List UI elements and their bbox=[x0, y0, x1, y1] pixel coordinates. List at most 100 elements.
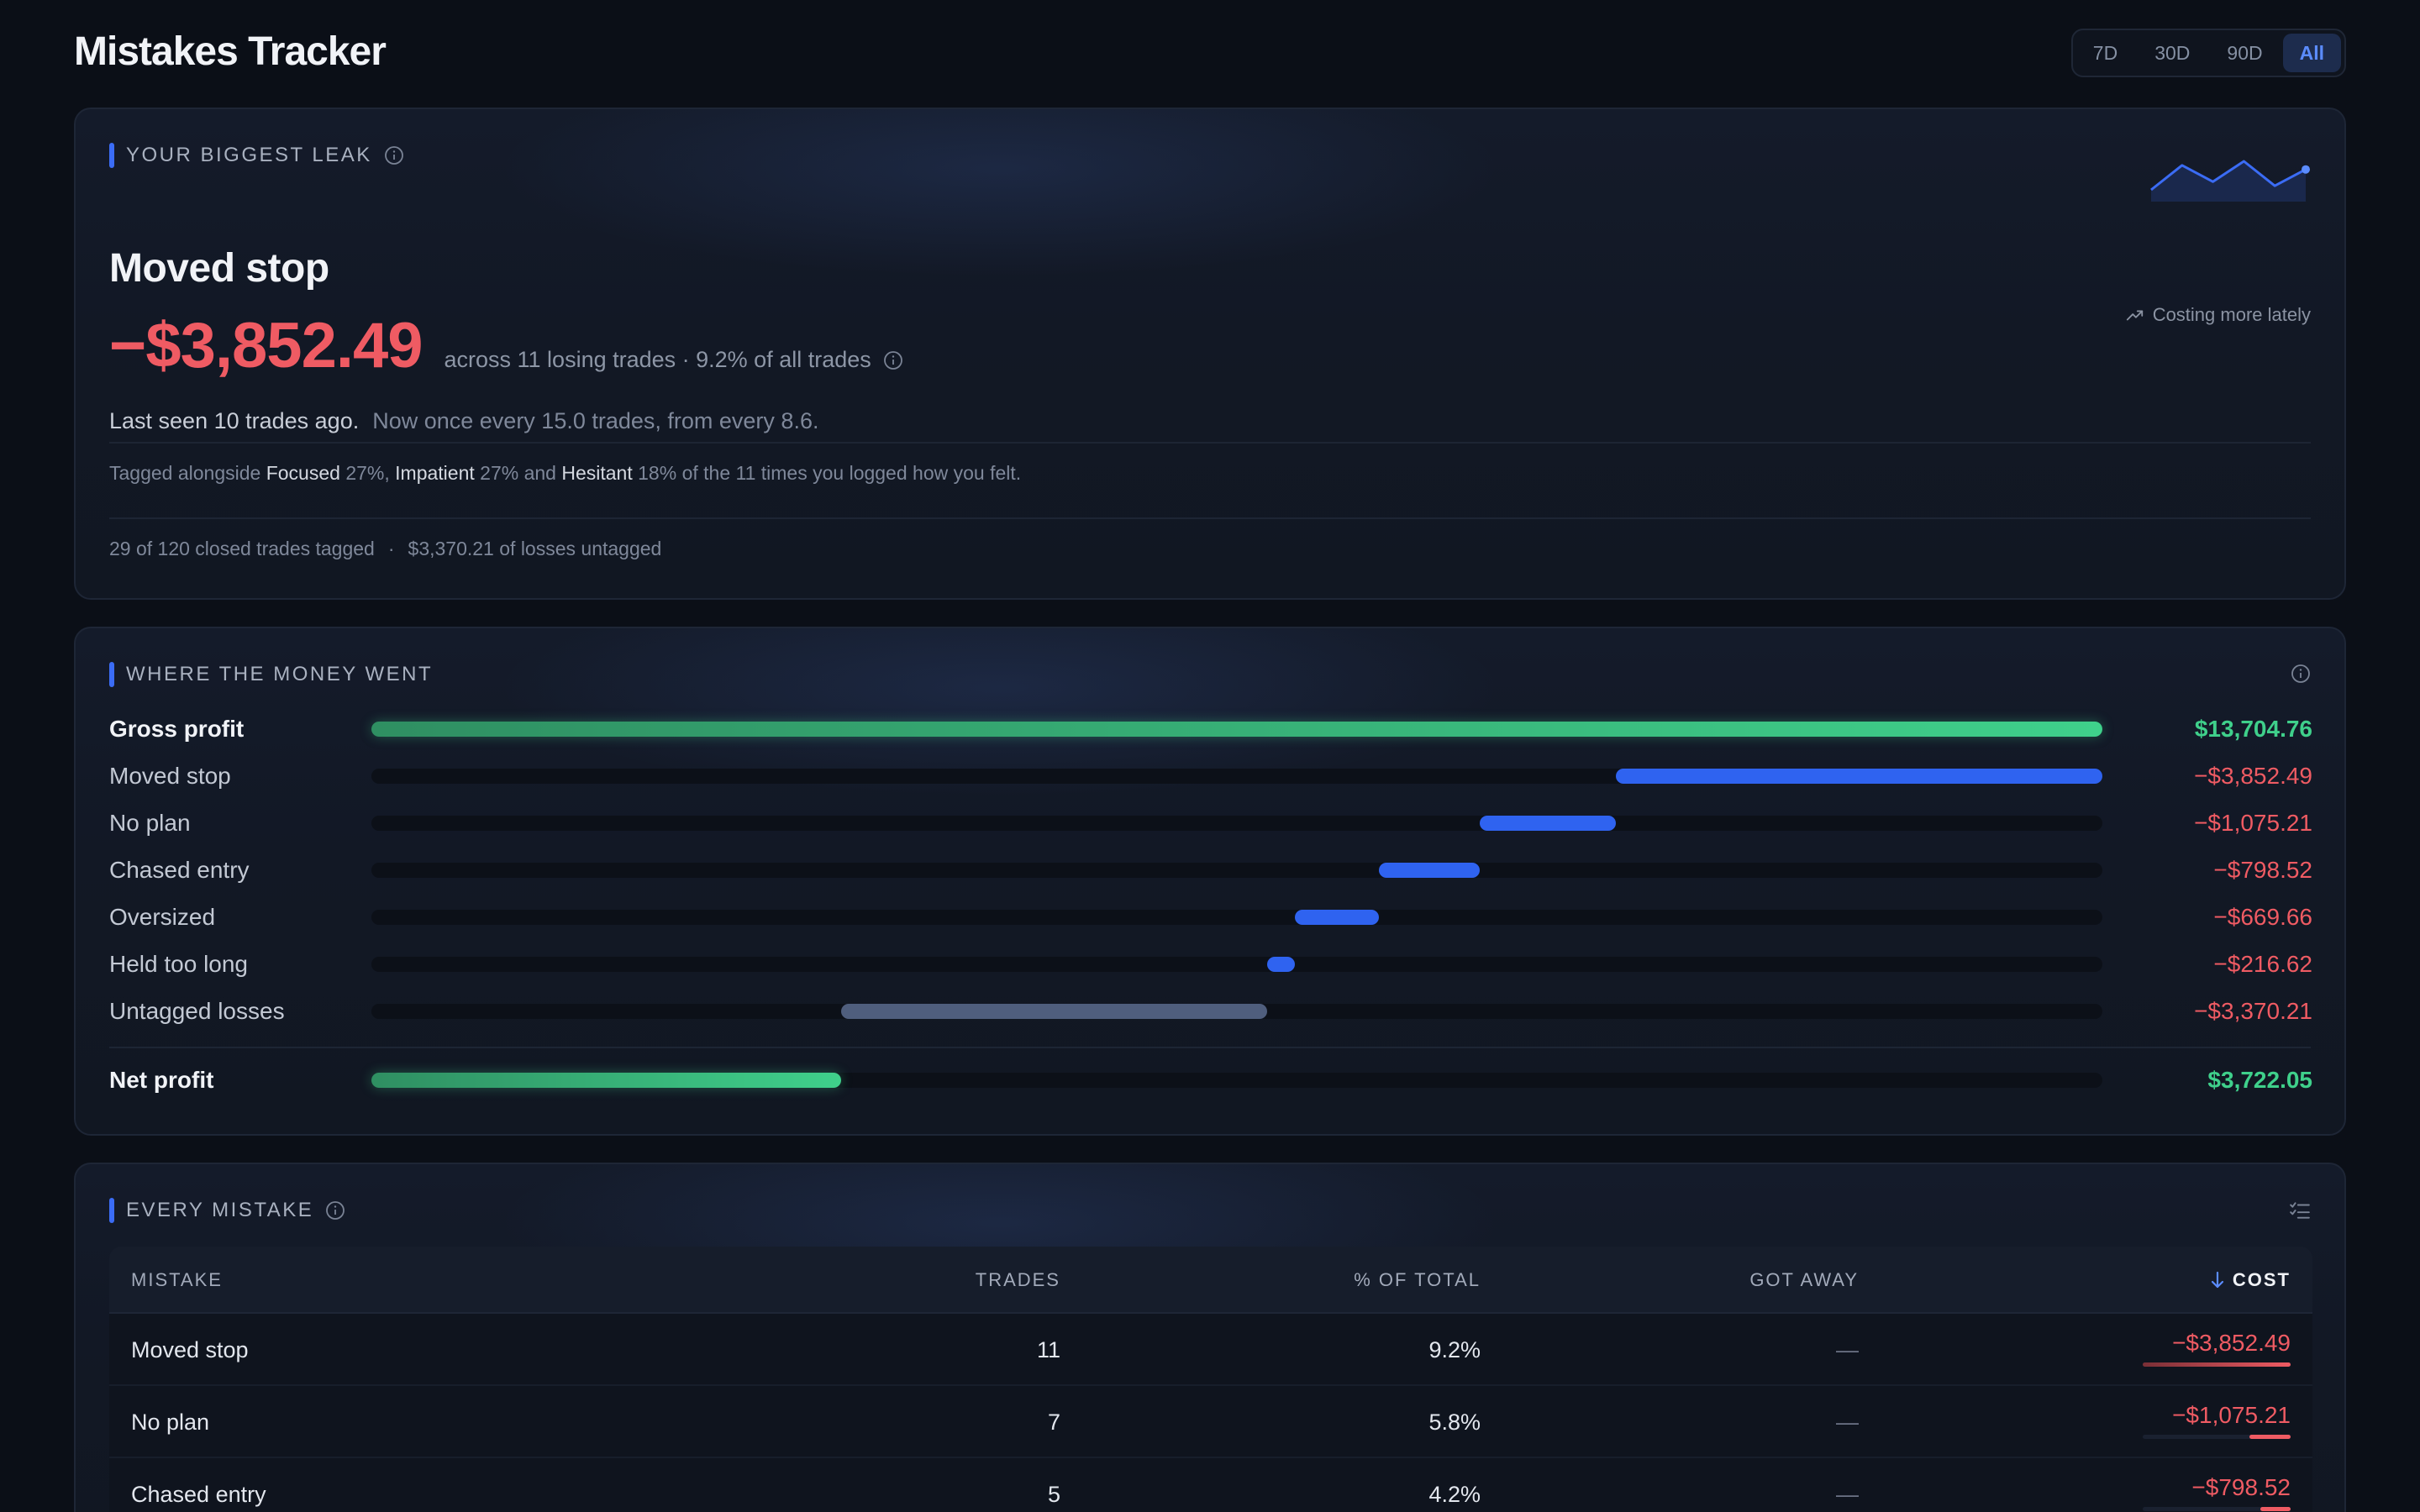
column-mistake[interactable]: MISTAKE bbox=[131, 1269, 223, 1290]
net-profit-row: Net profit $3,722.05 bbox=[109, 1063, 2312, 1097]
header: Mistakes Tracker 7D 30D 90D All bbox=[74, 25, 2346, 81]
table-row[interactable]: Moved stop 11 9.2% — −$3,852.49 bbox=[109, 1314, 2312, 1386]
info-icon[interactable] bbox=[883, 350, 903, 370]
accent-bar bbox=[109, 662, 114, 687]
divider bbox=[109, 1047, 2311, 1048]
divider bbox=[109, 442, 2311, 444]
emotions-and: and bbox=[523, 462, 556, 484]
checklist-icon[interactable] bbox=[2289, 1200, 2311, 1221]
cost-cell: −$3,852.49 bbox=[2143, 1329, 2291, 1367]
table-body: Moved stop 11 9.2% — −$3,852.49 No plan 7 5.8% —… bbox=[109, 1314, 2312, 1512]
emotion-name: Focused bbox=[266, 462, 340, 484]
trending-up-icon bbox=[2126, 310, 2143, 321]
waterfall-row: Gross profit $13,704.76 bbox=[109, 712, 2312, 746]
net-profit-value: $3,722.05 bbox=[2207, 1067, 2312, 1093]
arrow-down-icon bbox=[2211, 1271, 2223, 1289]
every-mistake-card: EVERY MISTAKE MISTAKE TRADES % OF TOTAL … bbox=[74, 1163, 2346, 1512]
cost-bar-fill bbox=[2249, 1435, 2291, 1439]
accent-bar bbox=[109, 143, 114, 168]
mistake-name-cell: No plan bbox=[131, 1410, 210, 1435]
cost-value: −$3,852.49 bbox=[2172, 1330, 2291, 1356]
waterfall-row: No plan −$1,075.21 bbox=[109, 806, 2312, 840]
waterfall-heading: WHERE THE MONEY WENT bbox=[126, 663, 434, 685]
waterfall-row-value: −$3,852.49 bbox=[2194, 763, 2312, 789]
waterfall-row: Chased entry −$798.52 bbox=[109, 853, 2312, 887]
mistakes-table: MISTAKE TRADES % OF TOTAL GOT AWAY COST … bbox=[109, 1247, 2312, 1512]
net-profit-label: Net profit bbox=[109, 1067, 214, 1093]
table-row[interactable]: Chased entry 5 4.2% — −$798.52 bbox=[109, 1458, 2312, 1512]
waterfall-row-label: Gross profit bbox=[109, 716, 245, 742]
cost-bar-fill bbox=[2143, 1362, 2291, 1367]
range-all-button[interactable]: All bbox=[2282, 34, 2341, 72]
waterfall-row: Held too long −$216.62 bbox=[109, 948, 2312, 981]
emotions-prefix: Tagged alongside bbox=[109, 462, 261, 484]
column-pct-of-total[interactable]: % OF TOTAL bbox=[1354, 1269, 1481, 1290]
range-toggle: 7D 30D 90D All bbox=[2070, 29, 2346, 77]
last-seen-text: Last seen 10 trades ago. bbox=[109, 408, 360, 433]
waterfall-card: WHERE THE MONEY WENT Gross profit $13,704… bbox=[74, 627, 2346, 1136]
waterfall-row: Oversized −$669.66 bbox=[109, 900, 2312, 934]
waterfall-bar bbox=[1379, 863, 1481, 878]
trades-cell: 7 bbox=[1047, 1410, 1060, 1435]
got-away-cell: — bbox=[1836, 1482, 1859, 1507]
coverage-tagged: 29 of 120 closed trades tagged bbox=[109, 538, 375, 559]
page: Mistakes Tracker 7D 30D 90D All YOUR BIG… bbox=[74, 0, 2346, 1512]
range-90d-button[interactable]: 90D bbox=[2227, 41, 2263, 64]
waterfall-bar bbox=[1615, 769, 2102, 784]
waterfall-row-value: −$1,075.21 bbox=[2194, 810, 2312, 836]
waterfall-track bbox=[371, 957, 2102, 972]
waterfall-bar bbox=[1294, 910, 1380, 925]
cost-value: −$798.52 bbox=[2191, 1474, 2291, 1500]
info-icon[interactable] bbox=[2291, 664, 2311, 684]
trend-note-text: Costing more lately bbox=[2152, 304, 2311, 325]
last-seen-line: Last seen 10 trades ago. Now once every … bbox=[109, 408, 818, 434]
every-mistake-heading: EVERY MISTAKE bbox=[126, 1199, 314, 1221]
waterfall-track bbox=[371, 769, 2102, 784]
info-icon[interactable] bbox=[325, 1200, 345, 1221]
column-trades[interactable]: TRADES bbox=[975, 1269, 1060, 1290]
biggest-leak-section-label: YOUR BIGGEST LEAK bbox=[109, 143, 404, 168]
sparkline-point bbox=[2302, 165, 2310, 174]
emotion-pct: 18% bbox=[638, 462, 677, 484]
waterfall-row-label: Moved stop bbox=[109, 763, 231, 789]
column-cost-label: COST bbox=[2232, 1269, 2291, 1290]
waterfall-row-label: No plan bbox=[109, 810, 191, 836]
trend-note: Costing more lately bbox=[2126, 304, 2311, 326]
emotion-name: Impatient bbox=[395, 462, 475, 484]
comma: , bbox=[384, 462, 390, 484]
waterfall-row-value: $13,704.76 bbox=[2194, 716, 2312, 742]
waterfall-row-label: Held too long bbox=[109, 951, 249, 977]
waterfall-row-value: −$798.52 bbox=[2213, 857, 2312, 883]
column-got-away[interactable]: GOT AWAY bbox=[1749, 1269, 1859, 1290]
pct-cell: 5.8% bbox=[1428, 1410, 1481, 1435]
emotions-line: Tagged alongside Focused 27%, Impatient … bbox=[109, 462, 1021, 485]
cost-value: −$1,075.21 bbox=[2172, 1402, 2291, 1428]
column-cost[interactable]: COST bbox=[2209, 1247, 2291, 1314]
waterfall-row: Untagged losses −$3,370.21 bbox=[109, 995, 2312, 1028]
trades-cell: 11 bbox=[1036, 1337, 1060, 1362]
waterfall-bar bbox=[1480, 816, 1616, 831]
got-away-cell: — bbox=[1836, 1337, 1859, 1362]
waterfall-track bbox=[371, 722, 2102, 737]
leak-amount: −$3,852.49 bbox=[109, 310, 423, 381]
pct-cell: 4.2% bbox=[1428, 1482, 1481, 1507]
trend-sparkline bbox=[2150, 160, 2310, 202]
range-7d-button[interactable]: 7D bbox=[2092, 41, 2118, 64]
info-icon[interactable] bbox=[384, 145, 404, 165]
waterfall-bar bbox=[841, 1004, 1268, 1019]
sparkline-line bbox=[2150, 160, 2307, 192]
coverage-separator: · bbox=[387, 538, 395, 559]
range-30d-button[interactable]: 30D bbox=[2154, 41, 2191, 64]
mistake-name-cell: Moved stop bbox=[131, 1337, 249, 1362]
biggest-leak-card: YOUR BIGGEST LEAK Costing more lately Mo… bbox=[74, 108, 2346, 600]
leak-mistake-name: Moved stop bbox=[109, 246, 329, 291]
accent-bar bbox=[109, 1198, 114, 1223]
table-header: MISTAKE TRADES % OF TOTAL GOT AWAY COST bbox=[109, 1247, 2312, 1314]
table-row[interactable]: No plan 7 5.8% — −$1,075.21 bbox=[109, 1386, 2312, 1458]
waterfall-section-label: WHERE THE MONEY WENT bbox=[109, 662, 433, 687]
cost-bar-track bbox=[2143, 1507, 2291, 1511]
waterfall-bar bbox=[1267, 957, 1295, 972]
emotion-pct: 27% bbox=[480, 462, 519, 484]
waterfall-track bbox=[371, 863, 2102, 878]
got-away-cell: — bbox=[1836, 1410, 1859, 1435]
